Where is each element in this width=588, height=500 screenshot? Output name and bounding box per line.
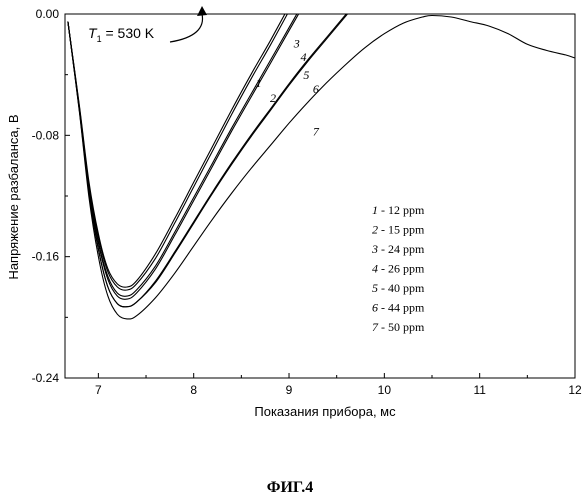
- y-tick-label: -0.16: [32, 250, 60, 264]
- curve-label-5: 5: [303, 68, 309, 82]
- series-line-2: [68, 0, 308, 290]
- curve-label-1: 1: [256, 76, 262, 90]
- legend-label: - 50 ppm: [378, 320, 425, 334]
- plot-frame: [65, 14, 575, 378]
- series-line-3: [68, 0, 318, 296]
- legend-label: - 44 ppm: [378, 301, 425, 315]
- legend-item-4: 4 - 26 ppm: [372, 262, 425, 276]
- x-tick-label: 11: [473, 383, 486, 397]
- temperature-annotation-text: T1 = 530 K: [88, 25, 155, 44]
- plot-area: 7891011120.00-0.08-0.16-0.24: [32, 0, 582, 397]
- series-line-4: [68, 0, 318, 299]
- legend-label: - 40 ppm: [378, 281, 425, 295]
- x-tick-label: 7: [95, 383, 102, 397]
- curve-label-3: 3: [293, 36, 300, 50]
- legend-item-3: 3 - 24 ppm: [371, 242, 425, 256]
- legend-number: 3: [371, 242, 378, 256]
- annotation-arrowhead: [197, 6, 207, 16]
- x-tick-label: 10: [378, 383, 392, 397]
- y-tick-label: 0.00: [36, 7, 60, 21]
- curve-label-2: 2: [270, 91, 276, 105]
- x-tick-label: 8: [190, 383, 197, 397]
- curve-label-4: 4: [300, 50, 306, 64]
- legend-label: - 12 ppm: [378, 203, 425, 217]
- legend: 1 - 12 ppm 2 - 15 ppm 3 - 24 ppm 4 - 26 ppm…: [371, 203, 425, 334]
- legend-item-2: 2 - 15 ppm: [372, 223, 425, 237]
- legend-item-7: 7 - 50 ppm: [372, 320, 425, 334]
- curve-label-6: 6: [313, 82, 319, 96]
- legend-label: - 26 ppm: [378, 262, 425, 276]
- curve-label-7: 7: [313, 124, 320, 138]
- temperature-annotation: T1 = 530 K: [88, 6, 207, 44]
- x-axis-title: Показания прибора, мс: [254, 404, 396, 419]
- y-axis-title: Напряжение разбаланса, В: [6, 114, 21, 279]
- figure-caption: ФИГ.4: [267, 479, 314, 496]
- annotation-arrow: [170, 14, 203, 42]
- legend-item-1: 1 - 12 ppm: [372, 203, 425, 217]
- legend-label: - 24 ppm: [378, 242, 425, 256]
- legend-item-5: 5 - 40 ppm: [372, 281, 425, 295]
- legend-label: - 15 ppm: [378, 223, 425, 237]
- y-tick-label: -0.08: [32, 128, 60, 142]
- axis-ticks: 7891011120.00-0.08-0.16-0.24: [32, 7, 582, 397]
- series-line-7: [68, 16, 575, 320]
- y-tick-label: -0.24: [32, 371, 60, 385]
- x-tick-label: 9: [286, 383, 293, 397]
- x-tick-label: 12: [568, 383, 582, 397]
- legend-item-6: 6 - 44 ppm: [372, 301, 425, 315]
- curve-group: [68, 0, 575, 319]
- series-line-6: [68, 0, 365, 307]
- temperature-value: = 530 K: [102, 25, 155, 41]
